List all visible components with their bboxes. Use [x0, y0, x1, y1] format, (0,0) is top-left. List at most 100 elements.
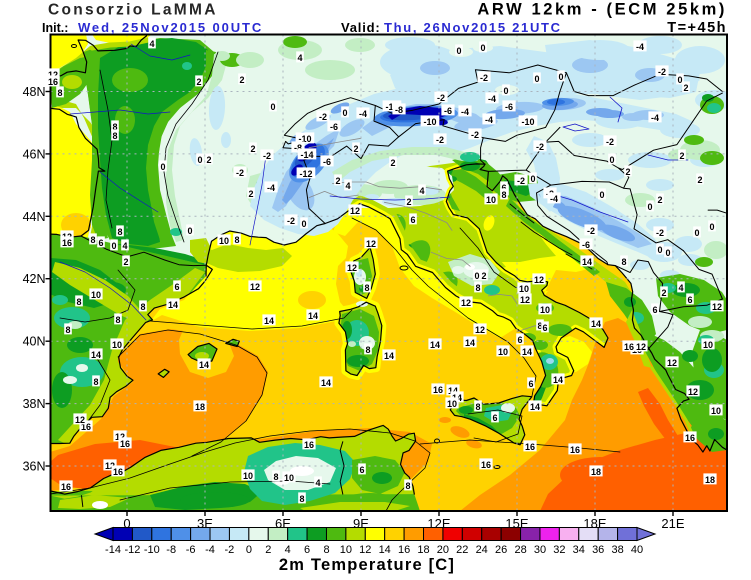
svg-text:4: 4	[419, 186, 424, 196]
svg-text:-2: -2	[536, 142, 544, 152]
svg-text:-14: -14	[105, 544, 121, 556]
svg-text:38N: 38N	[23, 397, 46, 411]
svg-text:2: 2	[697, 175, 702, 185]
svg-text:0: 0	[187, 226, 192, 236]
svg-text:6: 6	[174, 282, 179, 292]
svg-text:0: 0	[342, 108, 347, 118]
svg-text:10: 10	[498, 347, 508, 357]
svg-text:8: 8	[90, 235, 95, 245]
svg-text:6: 6	[359, 465, 364, 475]
svg-text:14: 14	[522, 347, 532, 357]
svg-text:8: 8	[115, 315, 120, 325]
svg-text:4: 4	[122, 241, 127, 251]
svg-text:18: 18	[417, 544, 429, 556]
svg-text:8: 8	[76, 297, 81, 307]
svg-text:26: 26	[495, 544, 507, 556]
svg-text:-4: -4	[359, 109, 367, 119]
svg-text:-6: -6	[330, 122, 338, 132]
svg-text:16: 16	[113, 467, 123, 477]
svg-text:8: 8	[501, 190, 506, 200]
svg-text:-2: -2	[658, 67, 666, 77]
svg-text:-10: -10	[423, 117, 436, 127]
svg-text:16: 16	[62, 238, 72, 248]
svg-text:14: 14	[199, 360, 209, 370]
svg-text:14: 14	[91, 350, 101, 360]
svg-text:8: 8	[475, 402, 480, 412]
svg-text:-6: -6	[444, 106, 452, 116]
svg-text:12: 12	[250, 282, 260, 292]
svg-text:-4: -4	[485, 115, 493, 125]
svg-text:8: 8	[365, 345, 370, 355]
svg-text:12: 12	[475, 325, 485, 335]
svg-text:0: 0	[456, 46, 461, 56]
svg-text:2: 2	[353, 144, 358, 154]
svg-text:-2: -2	[263, 151, 271, 161]
svg-text:44N: 44N	[23, 210, 46, 224]
svg-text:-2: -2	[480, 73, 488, 83]
svg-text:0: 0	[609, 155, 614, 165]
svg-text:6: 6	[501, 183, 506, 193]
svg-text:16: 16	[624, 342, 634, 352]
svg-text:18: 18	[705, 475, 715, 485]
svg-text:8: 8	[65, 325, 70, 335]
svg-text:12: 12	[688, 387, 698, 397]
svg-text:10: 10	[284, 473, 294, 483]
svg-text:34: 34	[573, 544, 585, 556]
svg-text:22: 22	[456, 544, 468, 556]
svg-text:2: 2	[390, 158, 395, 168]
svg-text:36: 36	[592, 544, 604, 556]
svg-text:-10: -10	[298, 134, 311, 144]
svg-text:16: 16	[481, 460, 491, 470]
svg-text:-2: -2	[436, 135, 444, 145]
svg-text:-2: -2	[656, 228, 664, 238]
svg-text:0: 0	[474, 271, 479, 281]
svg-text:16: 16	[398, 544, 410, 556]
svg-text:0: 0	[503, 86, 508, 96]
svg-text:-2: -2	[517, 176, 525, 186]
svg-text:-12: -12	[124, 544, 140, 556]
svg-text:0: 0	[647, 202, 652, 212]
svg-text:2: 2	[335, 176, 340, 186]
svg-text:2: 2	[625, 167, 630, 177]
svg-text:-8: -8	[166, 544, 176, 556]
svg-text:6: 6	[304, 544, 310, 556]
svg-text:-12: -12	[385, 102, 398, 112]
svg-text:10: 10	[91, 290, 101, 300]
svg-text:46N: 46N	[23, 147, 46, 161]
svg-text:10: 10	[711, 406, 721, 416]
svg-text:10: 10	[243, 471, 253, 481]
svg-text:36N: 36N	[23, 460, 46, 474]
svg-text:6: 6	[492, 413, 497, 423]
svg-text:8: 8	[621, 257, 626, 267]
svg-text:0: 0	[534, 74, 539, 84]
svg-text:14: 14	[384, 351, 394, 361]
svg-text:4: 4	[315, 478, 320, 488]
svg-text:32: 32	[553, 544, 565, 556]
svg-text:24: 24	[476, 544, 488, 556]
svg-text:0: 0	[160, 162, 165, 172]
svg-text:12: 12	[636, 342, 646, 352]
svg-text:2: 2	[239, 75, 244, 85]
svg-text:0: 0	[530, 174, 535, 184]
svg-text:8: 8	[475, 283, 480, 293]
svg-text:6: 6	[542, 323, 547, 333]
svg-text:-2: -2	[236, 168, 244, 178]
svg-text:2: 2	[481, 271, 486, 281]
svg-text:16: 16	[61, 482, 71, 492]
svg-text:16: 16	[570, 445, 580, 455]
svg-text:Consorzio LaMMA: Consorzio LaMMA	[48, 2, 218, 19]
svg-text:14: 14	[582, 257, 592, 267]
svg-text:-2: -2	[606, 137, 614, 147]
svg-text:6: 6	[410, 215, 415, 225]
svg-text:14: 14	[379, 544, 391, 556]
svg-text:14: 14	[553, 375, 563, 385]
svg-text:8: 8	[112, 131, 117, 141]
svg-text:2: 2	[265, 544, 271, 556]
svg-text:8: 8	[112, 122, 117, 132]
svg-text:14: 14	[530, 402, 540, 412]
svg-text:6: 6	[98, 238, 103, 248]
svg-text:14: 14	[430, 340, 440, 350]
svg-text:10: 10	[486, 195, 496, 205]
svg-text:21E: 21E	[661, 516, 684, 531]
svg-text:18: 18	[591, 467, 601, 477]
